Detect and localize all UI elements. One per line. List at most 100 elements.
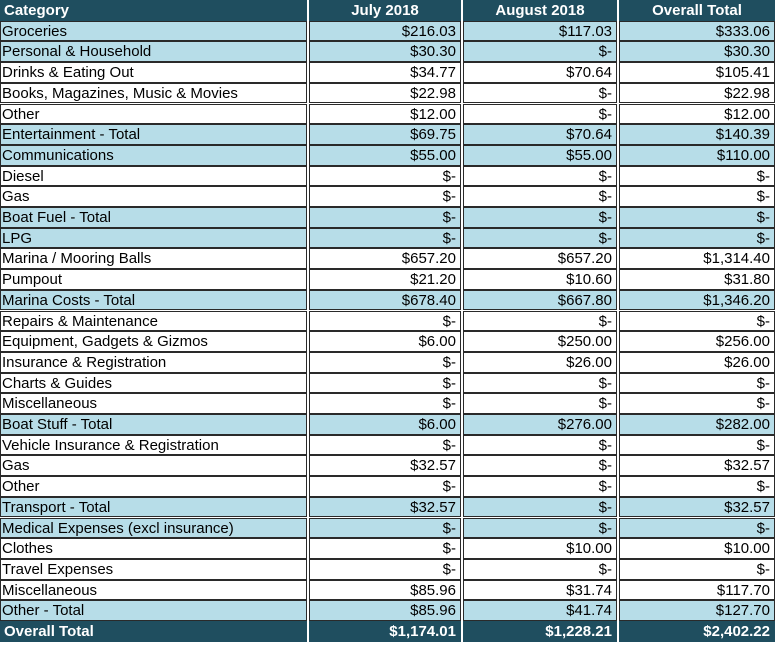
row-august-value: $10.60 [463,269,617,290]
row-category: Clothes [0,538,307,559]
table-row: Other - Total $85.96 $41.74 $127.70 [0,600,775,621]
row-august-value: $667.80 [463,289,617,311]
row-july-value: $- [309,351,461,373]
row-overall-value: $140.39 [619,124,775,145]
row-august-value: $55.00 [463,144,617,166]
table-row: Groceries $216.03 $117.03 $333.06 [0,20,775,42]
row-august-value: $10.00 [463,538,617,559]
row-category: Boat Fuel - Total [0,207,307,228]
row-category: Other - Total [0,600,307,621]
row-category: Groceries [0,20,307,42]
row-overall-value: $32.57 [619,455,775,477]
row-overall-value: $333.06 [619,20,775,42]
row-july-value: $32.57 [309,455,461,477]
row-july-value: $30.30 [309,41,461,63]
row-august-value: $- [463,496,617,518]
table-row: Repairs & Maintenance $- $- $- [0,310,775,332]
row-july-value: $85.96 [309,600,461,621]
row-july-value: $- [309,165,461,187]
table-row: Vehicle Insurance & Registration $- $- $- [0,434,775,456]
row-overall-value: $22.98 [619,82,775,104]
row-overall-value: $30.30 [619,41,775,63]
row-august-value: $- [463,455,617,477]
row-overall-value: $1,346.20 [619,289,775,311]
row-category: Pumpout [0,269,307,290]
row-overall-value: $- [619,310,775,332]
row-overall-value: $12.00 [619,103,775,125]
row-category: Personal & Household [0,41,307,63]
table-row: Drinks & Eating Out $34.77 $70.64 $105.41 [0,62,775,83]
row-overall-value: $- [619,186,775,207]
row-category: Charts & Guides [0,372,307,394]
row-july-value: $22.98 [309,82,461,104]
row-august-value: $- [463,41,617,63]
table-row: Medical Expenses (excl insurance) $- $- $- [0,517,775,539]
row-august-value: $70.64 [463,124,617,145]
row-category: Gas [0,455,307,477]
row-august-value: $- [463,227,617,249]
row-overall-value: $32.57 [619,496,775,518]
row-overall-value: $31.80 [619,269,775,290]
row-july-value: $- [309,207,461,228]
row-july-value: $69.75 [309,124,461,145]
header-row: Category July 2018 August 2018 Overall T… [0,0,775,21]
row-august-value: $31.74 [463,579,617,601]
row-category: Other [0,103,307,125]
row-july-value: $- [309,517,461,539]
row-category: Diesel [0,165,307,187]
header-august-2018: August 2018 [463,0,617,21]
overall-total-label: Overall Total [0,621,307,642]
overall-total-august: $1,228.21 [463,621,617,642]
row-august-value: $- [463,103,617,125]
row-overall-value: $10.00 [619,538,775,559]
row-overall-value: $- [619,517,775,539]
row-august-value: $70.64 [463,62,617,83]
row-july-value: $6.00 [309,414,461,435]
row-august-value: $26.00 [463,351,617,373]
table-row: Marina / Mooring Balls $657.20 $657.20 $1,3… [0,248,775,270]
row-july-value: $- [309,227,461,249]
row-july-value: $- [309,186,461,207]
row-overall-value: $127.70 [619,600,775,621]
row-august-value: $- [463,207,617,228]
header-category: Category [0,0,307,21]
table-row: Insurance & Registration $- $26.00 $26.00 [0,351,775,373]
row-category: Vehicle Insurance & Registration [0,434,307,456]
table-row: Boat Fuel - Total $- $- $- [0,207,775,228]
row-category: Boat Stuff - Total [0,414,307,435]
row-july-value: $- [309,538,461,559]
row-overall-value: $- [619,165,775,187]
table-row: Miscellaneous $85.96 $31.74 $117.70 [0,579,775,601]
table-row: Travel Expenses $- $- $- [0,558,775,580]
row-category: Gas [0,186,307,207]
row-overall-value: $- [619,558,775,580]
row-overall-value: $110.00 [619,144,775,166]
row-overall-value: $- [619,227,775,249]
row-august-value: $276.00 [463,414,617,435]
table-row: Gas $32.57 $- $32.57 [0,455,775,477]
row-august-value: $- [463,517,617,539]
row-july-value: $34.77 [309,62,461,83]
row-overall-value: $1,314.40 [619,248,775,270]
row-category: Communications [0,144,307,166]
row-category: Travel Expenses [0,558,307,580]
row-category: Other [0,476,307,497]
header-overall-total: Overall Total [619,0,775,21]
row-overall-value: $256.00 [619,331,775,352]
row-august-value: $- [463,393,617,414]
table-row: Communications $55.00 $55.00 $110.00 [0,144,775,166]
row-overall-value: $105.41 [619,62,775,83]
row-july-value: $12.00 [309,103,461,125]
row-overall-value: $- [619,393,775,414]
row-overall-value: $282.00 [619,414,775,435]
overall-total-row: Overall Total $1,174.01 $1,228.21 $2,402… [0,621,775,642]
row-august-value: $657.20 [463,248,617,270]
row-august-value: $250.00 [463,331,617,352]
row-august-value: $- [463,372,617,394]
row-july-value: $216.03 [309,20,461,42]
row-category: Marina Costs - Total [0,289,307,311]
row-category: Equipment, Gadgets & Gizmos [0,331,307,352]
table-row: Clothes $- $10.00 $10.00 [0,538,775,559]
table-row: Other $12.00 $- $12.00 [0,103,775,125]
row-category: LPG [0,227,307,249]
